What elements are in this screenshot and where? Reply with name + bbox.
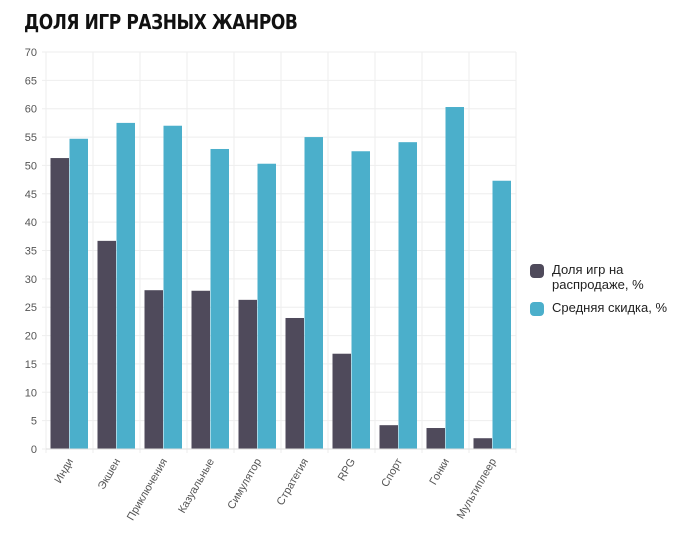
bar-discount [257,163,276,449]
y-tick-label: 10 [25,387,37,399]
x-tick-label: Мультиплеер [455,457,499,522]
bar-discount [163,125,182,449]
y-tick-label: 35 [25,246,37,258]
y-tick-label: 5 [31,416,37,428]
x-tick-label: Экшен [96,457,123,492]
x-tick-label: Гонки [428,457,453,488]
bar-sale-share [426,428,445,449]
bar-discount [351,151,370,449]
y-tick-label: 45 [25,189,37,201]
bar-discount [398,142,417,449]
bar-sale-share [379,425,398,449]
bar-discount [116,122,135,450]
legend-swatch [530,302,544,316]
y-tick-label: 70 [25,47,37,59]
legend-label: Средняя скидка, % [552,300,668,315]
bar-sale-share [144,290,163,449]
bar-discount [210,148,229,449]
y-tick-label: 15 [25,359,37,371]
legend-swatch [530,264,544,278]
y-tick-label: 55 [25,132,37,144]
bar-discount [69,138,88,449]
y-tick-label: 40 [25,217,37,229]
x-tick-label: Приключения [125,456,170,522]
x-tick-label: RPG [336,457,358,484]
bar-sale-share [191,290,210,449]
y-tick-label: 60 [25,104,37,116]
y-tick-label: 65 [25,75,37,87]
y-tick-label: 0 [31,444,37,456]
x-tick-label: Инди [52,457,76,486]
x-tick-label: Спорт [379,457,405,490]
bar-discount [445,107,464,450]
legend-item-avg-discount[interactable]: Средняя скидка, % [530,300,667,316]
y-tick-label: 30 [25,274,37,286]
bar-sale-share [238,299,257,449]
y-tick-label: 25 [25,302,37,314]
bar-sale-share [332,353,351,449]
x-tick-label: Симулятор [225,457,264,512]
bar-discount [304,137,323,450]
y-tick-label: 50 [25,160,37,172]
y-tick-label: 20 [25,331,37,343]
x-tick-label: Казуальные [176,457,217,516]
legend-label: Доля игр на распродаже, % [552,262,644,292]
bar-sale-share [473,438,492,449]
bar-sale-share [285,317,304,449]
chart-title: ДОЛЯ ИГР РАЗНЫХ ЖАНРОВ [24,10,298,34]
bar-discount [492,180,511,449]
bar-sale-share [97,240,116,449]
x-tick-label: Стратегия [275,456,311,507]
bar-sale-share [50,158,69,449]
legend-item-sale-share[interactable]: Доля игр на распродаже, % [530,262,672,292]
